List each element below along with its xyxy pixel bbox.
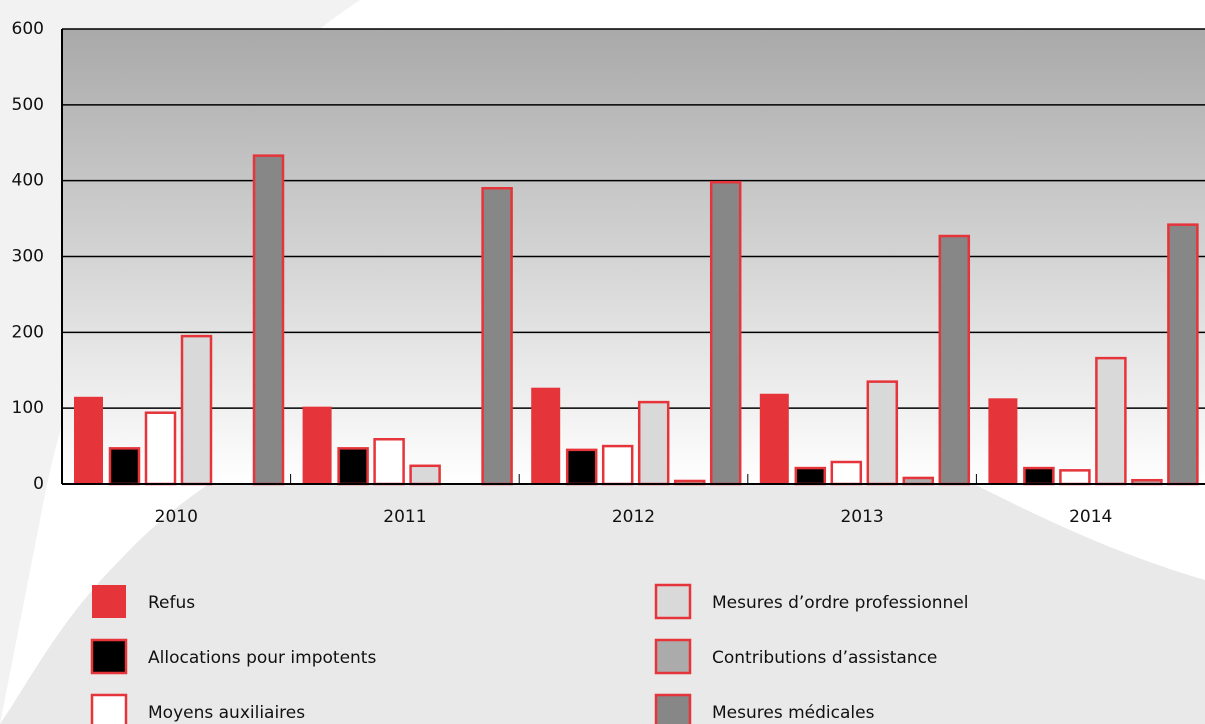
- x-tick-label: 2014: [1069, 507, 1112, 527]
- legend-swatch: [654, 693, 692, 724]
- bar: [180, 334, 213, 486]
- bar: [1059, 469, 1091, 486]
- legend-swatch: [90, 693, 128, 724]
- y-tick-label: 200: [12, 322, 44, 342]
- bar: [481, 187, 513, 486]
- y-tick-label: 0: [33, 474, 44, 494]
- bar: [938, 234, 971, 486]
- y-tick-label: 300: [12, 247, 44, 267]
- bar: [373, 438, 405, 486]
- bar: [794, 466, 827, 486]
- x-tick-label: 2013: [840, 507, 883, 527]
- bar: [409, 464, 441, 486]
- legend-label: Allocations pour impotents: [148, 648, 376, 668]
- x-tick-label: 2010: [155, 507, 198, 527]
- bar: [866, 380, 899, 486]
- bar: [830, 460, 863, 486]
- bar: [144, 411, 177, 486]
- legend-swatch: [654, 583, 692, 620]
- bar: [337, 447, 369, 486]
- bar: [252, 154, 285, 486]
- legend-label: Mesures médicales: [712, 703, 875, 723]
- bar: [601, 444, 634, 486]
- bar: [108, 447, 141, 486]
- x-tick-label: 2012: [612, 507, 655, 527]
- x-tick-label: 2011: [383, 507, 426, 527]
- legend-label: Contributions d’assistance: [712, 648, 937, 668]
- legend-swatch: [90, 638, 128, 675]
- y-tick-label: 400: [12, 171, 44, 191]
- bar: [988, 398, 1018, 484]
- bar: [709, 180, 742, 486]
- bar: [637, 400, 670, 486]
- y-tick-label: 100: [12, 398, 44, 418]
- legend-label: Refus: [148, 593, 195, 613]
- legend-swatch: [92, 585, 126, 618]
- bar: [1023, 466, 1055, 486]
- legend-label: Moyens auxiliaires: [148, 703, 305, 723]
- bar: [1095, 356, 1127, 486]
- bar: [759, 393, 789, 484]
- bar: [1167, 223, 1199, 486]
- legend-swatch: [654, 638, 692, 675]
- y-tick-label: 600: [12, 19, 44, 39]
- bar: [74, 396, 103, 484]
- bar: [531, 387, 561, 484]
- bar: [302, 406, 332, 484]
- y-tick-label: 500: [12, 95, 44, 115]
- legend-label: Mesures d’ordre professionnel: [712, 593, 968, 613]
- bar: [565, 448, 598, 486]
